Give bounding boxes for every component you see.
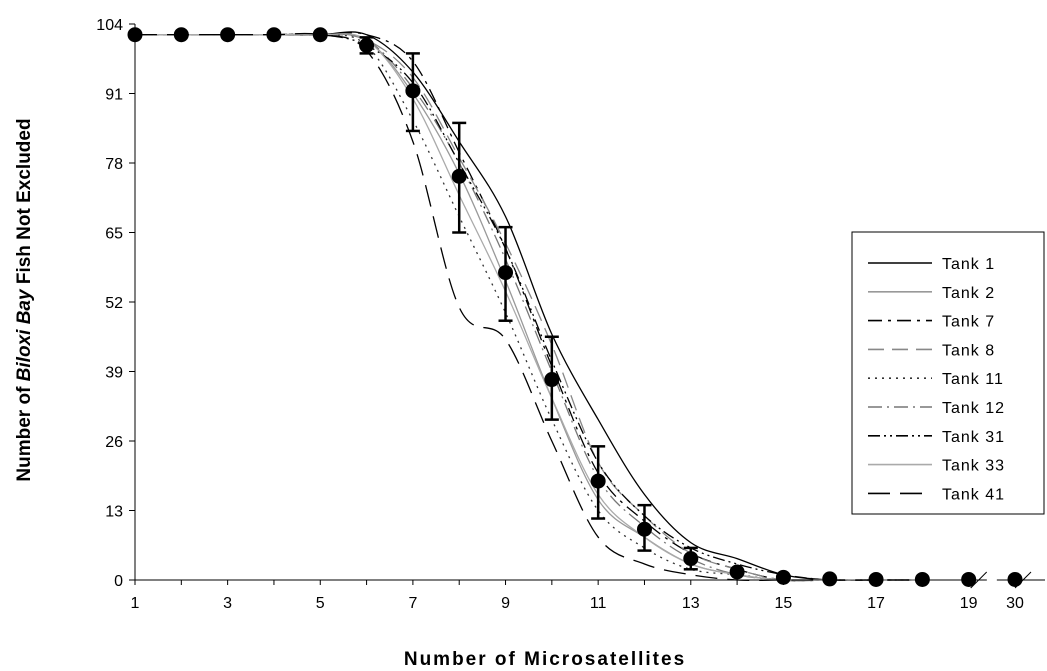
series-lines [135,31,923,582]
legend-label: Tank 41 [942,486,1005,503]
y-tick-label: 39 [105,365,123,382]
x-tick-label: 11 [590,595,607,612]
mean-point [1007,571,1023,587]
y-axis-title: Number of Biloxi Bay Fish Not Excluded [14,118,35,481]
legend-label: Tank 2 [942,285,995,302]
mean-point [868,571,884,587]
y-axis-title-part-3: Fish Not Excluded [14,118,35,289]
mean-point [775,569,791,585]
legend-label: Tank 31 [942,429,1005,446]
y-tick-label: 78 [105,156,123,173]
y-axis-title-part-1: Number of [14,381,35,481]
mean-point [544,372,560,388]
y-tick-label: 13 [105,504,123,521]
mean-point [173,27,189,43]
y-tick-label: 65 [105,226,123,243]
mean-point [359,37,375,53]
legend-label: Tank 33 [942,458,1005,475]
x-tick-label: 5 [316,595,325,612]
x-tick-label: 3 [223,595,232,612]
mean-point [961,571,977,587]
mean-point [729,564,745,580]
x-tick-label: 17 [867,595,885,612]
x-tick-label: 1 [131,595,140,612]
legend-box [851,231,1045,515]
mean-series [127,27,1023,587]
legend-label: Tank 12 [942,400,1005,417]
mean-point [914,571,930,587]
x-tick-label: 7 [408,595,417,612]
series-line-tank-7 [135,32,923,582]
x-tick-label: 9 [501,595,510,612]
legend-label: Tank 1 [942,256,995,273]
mean-point [266,27,282,43]
mean-point [498,265,514,281]
x-tick-label: 30 [1006,595,1024,612]
y-tick-label: 104 [96,17,123,34]
legend: Tank 1 Tank 2 Tank 7 Tank 8 Tank 11 Tank 12 Ta… [851,231,1045,515]
y-tick-label: 0 [114,573,123,590]
y-tick-label: 52 [105,295,123,312]
x-tick-label: 19 [960,595,978,612]
mean-point [822,571,838,587]
legend-label: Tank 11 [942,371,1004,388]
mean-point [451,168,467,184]
mean-point [590,473,606,489]
x-axis-title: Number of Microsatellites [404,649,686,670]
mean-point [683,551,699,567]
x-tick-label: 15 [775,595,793,612]
y-tick-label: 91 [105,87,123,104]
mean-point [636,521,652,537]
mean-point [220,27,236,43]
legend-label: Tank 7 [942,314,995,331]
legend-label: Tank 8 [942,342,995,359]
x-tick-label: 13 [682,595,700,612]
mean-point [312,27,328,43]
y-tick-label: 26 [105,434,123,451]
mean-point [405,83,421,99]
y-axis-title-part-2: Biloxi Bay [14,288,35,381]
mean-point [127,27,143,43]
